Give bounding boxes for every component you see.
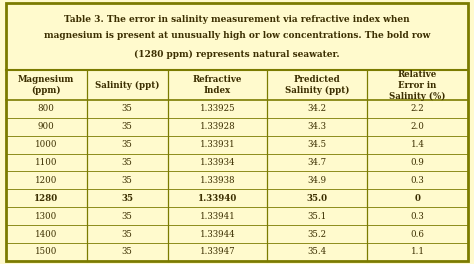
- Text: 2.0: 2.0: [410, 122, 424, 131]
- Text: 35: 35: [122, 212, 133, 221]
- Text: Relative
Error in
Salinity (%): Relative Error in Salinity (%): [389, 69, 446, 101]
- Text: Salinity (ppt): Salinity (ppt): [95, 81, 159, 90]
- Text: 1000: 1000: [35, 140, 57, 149]
- Text: 34.5: 34.5: [307, 140, 327, 149]
- Text: 35: 35: [122, 158, 133, 167]
- Text: Predicted
Salinity (ppt): Predicted Salinity (ppt): [284, 75, 349, 95]
- Text: 35.0: 35.0: [306, 194, 328, 203]
- Text: 35: 35: [121, 194, 133, 203]
- Text: 1300: 1300: [35, 212, 57, 221]
- Text: 0.3: 0.3: [410, 212, 424, 221]
- Text: 35: 35: [122, 122, 133, 131]
- Text: 35.1: 35.1: [307, 212, 327, 221]
- Text: 35: 35: [122, 140, 133, 149]
- Text: (1280 ppm) represents natural seawater.: (1280 ppm) represents natural seawater.: [134, 49, 340, 59]
- Text: 1.4: 1.4: [410, 140, 424, 149]
- Text: 2.2: 2.2: [410, 105, 424, 114]
- Text: 34.9: 34.9: [307, 176, 327, 185]
- Text: 1.33940: 1.33940: [198, 194, 237, 203]
- Text: 0.6: 0.6: [410, 229, 424, 239]
- Text: Refractive
Index: Refractive Index: [192, 75, 242, 95]
- Text: 35: 35: [122, 247, 133, 256]
- Text: Magnesium
(ppm): Magnesium (ppm): [18, 75, 74, 95]
- Text: 1500: 1500: [35, 247, 57, 256]
- Text: 34.3: 34.3: [307, 122, 326, 131]
- Text: magnesium is present at unusually high or low concentrations. The bold row: magnesium is present at unusually high o…: [44, 31, 430, 40]
- Text: 35.4: 35.4: [307, 247, 327, 256]
- Text: 1.33938: 1.33938: [200, 176, 235, 185]
- Text: 1.33941: 1.33941: [200, 212, 235, 221]
- Text: 1.33947: 1.33947: [200, 247, 235, 256]
- Text: 1280: 1280: [34, 194, 58, 203]
- Text: 800: 800: [38, 105, 55, 114]
- Text: 1.33934: 1.33934: [200, 158, 235, 167]
- Text: 1200: 1200: [35, 176, 57, 185]
- Text: 1.33944: 1.33944: [200, 229, 235, 239]
- Text: 1400: 1400: [35, 229, 57, 239]
- Text: 1.33925: 1.33925: [200, 105, 235, 114]
- Text: 35.2: 35.2: [307, 229, 327, 239]
- Text: 1.33928: 1.33928: [200, 122, 235, 131]
- Text: 35: 35: [122, 176, 133, 185]
- Text: 1100: 1100: [35, 158, 57, 167]
- Text: 1.1: 1.1: [410, 247, 424, 256]
- Text: 0: 0: [414, 194, 420, 203]
- Text: 34.7: 34.7: [307, 158, 327, 167]
- Text: 35: 35: [122, 229, 133, 239]
- Text: 0.9: 0.9: [410, 158, 424, 167]
- Text: Table 3. The error in salinity measurement via refractive index when: Table 3. The error in salinity measureme…: [64, 15, 410, 24]
- Text: 35: 35: [122, 105, 133, 114]
- Text: 900: 900: [38, 122, 55, 131]
- Text: 1.33931: 1.33931: [200, 140, 235, 149]
- Text: 0.3: 0.3: [410, 176, 424, 185]
- Text: 34.2: 34.2: [307, 105, 327, 114]
